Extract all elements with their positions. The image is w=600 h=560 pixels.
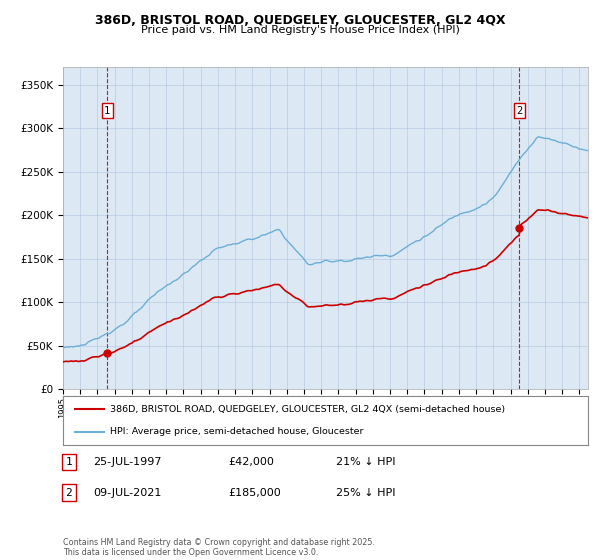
Text: 25% ↓ HPI: 25% ↓ HPI bbox=[336, 488, 395, 498]
Text: 2: 2 bbox=[517, 106, 523, 116]
Text: 25-JUL-1997: 25-JUL-1997 bbox=[93, 457, 161, 467]
Text: 386D, BRISTOL ROAD, QUEDGELEY, GLOUCESTER, GL2 4QX: 386D, BRISTOL ROAD, QUEDGELEY, GLOUCESTE… bbox=[95, 14, 505, 27]
Text: £42,000: £42,000 bbox=[228, 457, 274, 467]
Text: Price paid vs. HM Land Registry's House Price Index (HPI): Price paid vs. HM Land Registry's House … bbox=[140, 25, 460, 35]
Text: £185,000: £185,000 bbox=[228, 488, 281, 498]
Text: 386D, BRISTOL ROAD, QUEDGELEY, GLOUCESTER, GL2 4QX (semi-detached house): 386D, BRISTOL ROAD, QUEDGELEY, GLOUCESTE… bbox=[110, 405, 505, 414]
Text: Contains HM Land Registry data © Crown copyright and database right 2025.
This d: Contains HM Land Registry data © Crown c… bbox=[63, 538, 375, 557]
Text: 2: 2 bbox=[65, 488, 73, 498]
Text: 1: 1 bbox=[65, 457, 73, 467]
Text: 1: 1 bbox=[104, 106, 110, 116]
Text: 09-JUL-2021: 09-JUL-2021 bbox=[93, 488, 161, 498]
Text: HPI: Average price, semi-detached house, Gloucester: HPI: Average price, semi-detached house,… bbox=[110, 427, 364, 436]
Text: 21% ↓ HPI: 21% ↓ HPI bbox=[336, 457, 395, 467]
